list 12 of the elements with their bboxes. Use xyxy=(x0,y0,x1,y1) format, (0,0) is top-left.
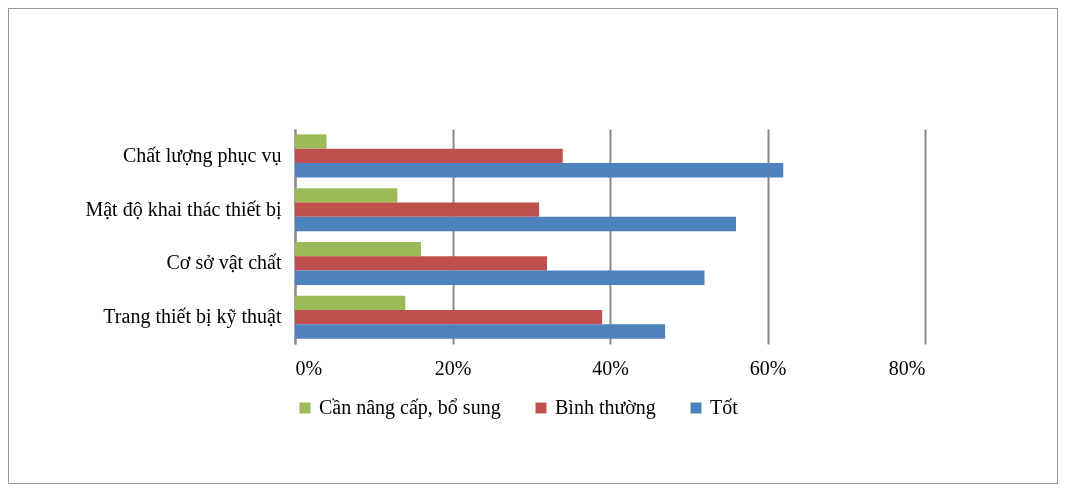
legend-label: Bình thường xyxy=(555,396,656,419)
y-tick-label: Cơ sở vật chất xyxy=(166,251,282,274)
x-tick-label: 40% xyxy=(592,356,629,379)
y-tick-label: Trang thiết bị kỹ thuật xyxy=(103,305,282,329)
x-tick-label: 80% xyxy=(888,356,926,379)
x-tick-label: 20% xyxy=(434,356,472,379)
x-tick-label: 0% xyxy=(295,356,323,379)
legend-label: Tốt xyxy=(710,396,739,418)
legend-label: Cần nâng cấp, bổ sung xyxy=(319,396,501,419)
y-tick-label: Mật độ khai thác thiết bị xyxy=(85,197,282,220)
x-tick-label: 60% xyxy=(749,356,787,379)
y-tick-label: Chất lượng phục vụ xyxy=(122,143,282,167)
